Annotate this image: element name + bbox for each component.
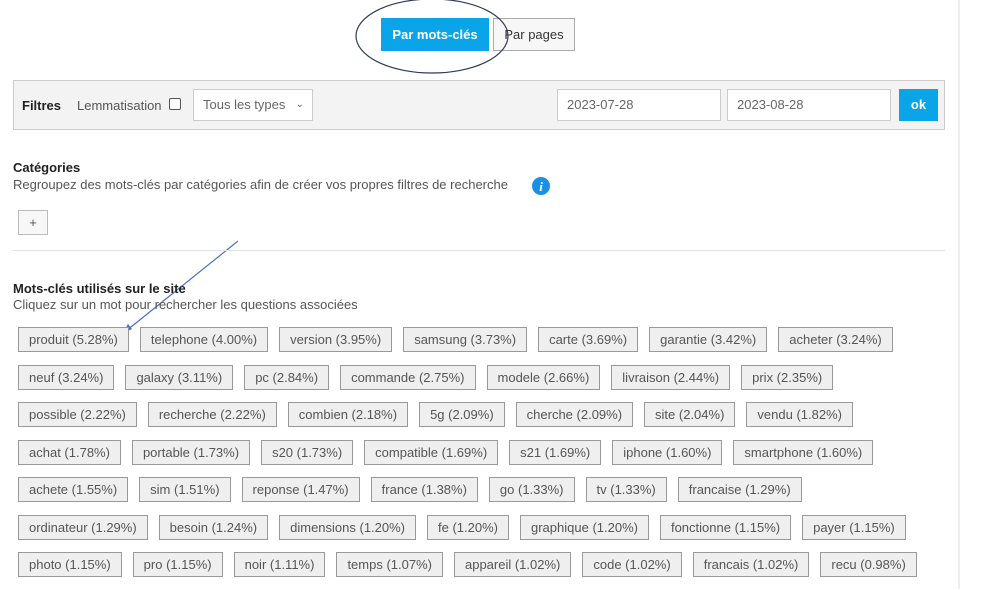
keyword-tag[interactable]: portable (1.73%) [131, 439, 251, 465]
keyword-tag[interactable]: iphone (1.60%) [612, 439, 723, 465]
keyword-row: achete (1.55%) sim (1.51%) reponse (1.47%)… [18, 477, 917, 502]
keyword-row: possible (2.22%) recherche (2.22%) combien… [18, 402, 917, 427]
keyword-tag[interactable]: compatible (1.69%) [364, 439, 499, 465]
keyword-tag[interactable]: ordinateur (1.29%) [18, 514, 148, 540]
keyword-list: produit (5.28%) telephone (4.00%) version … [18, 327, 917, 590]
keyword-tag[interactable]: achete (1.55%) [18, 477, 129, 502]
keyword-tag[interactable]: smartphone (1.60%) [733, 439, 874, 465]
keyword-tag[interactable]: besoin (1.24%) [158, 514, 269, 540]
type-select[interactable]: Tous les types ⌄ [193, 89, 313, 121]
pages-tab[interactable]: Par pages [493, 18, 575, 51]
keyword-tag[interactable]: fonctionne (1.15%) [659, 514, 792, 540]
keyword-tag[interactable]: go (1.33%) [488, 477, 575, 502]
keyword-tag[interactable]: vendu (1.82%) [746, 402, 853, 427]
keyword-tag[interactable]: s21 (1.69%) [509, 439, 602, 465]
keyword-tag[interactable]: telephone (4.00%) [139, 327, 269, 352]
keyword-row: photo (1.15%) pro (1.15%) noir (1.11%) temp… [18, 552, 917, 577]
highlight-ellipse [355, 0, 509, 74]
filter-title: Filtres [22, 98, 62, 113]
keyword-tag[interactable]: version (3.95%) [279, 327, 393, 352]
scroll-edge [958, 0, 960, 589]
keyword-tag[interactable]: code (1.02%) [582, 552, 682, 577]
keyword-tag[interactable]: 5g (2.09%) [419, 402, 505, 427]
keyword-tag[interactable]: fe (1.20%) [427, 514, 509, 540]
keyword-row: neuf (3.24%) galaxy (3.11%) pc (2.84%) comm… [18, 364, 917, 390]
type-select-text: Tous les types [203, 97, 286, 112]
keyword-tag[interactable]: site (2.04%) [644, 402, 736, 427]
keyword-tag[interactable]: temps (1.07%) [336, 552, 443, 577]
keyword-tag[interactable]: tv (1.33%) [585, 477, 667, 502]
keyword-tag[interactable]: payer (1.15%) [802, 514, 906, 540]
keyword-tag[interactable]: francaise (1.29%) [677, 477, 802, 502]
keyword-tag[interactable]: galaxy (3.11%) [125, 364, 234, 390]
keyword-tag[interactable]: samsung (3.73%) [403, 327, 528, 352]
divider [13, 250, 945, 251]
keyword-row: produit (5.28%) telephone (4.00%) version … [18, 327, 917, 352]
keyword-tag[interactable]: prix (2.35%) [741, 364, 834, 390]
submit-button[interactable]: ok [899, 89, 938, 121]
filter-bar: Filtres Lemmatisation Tous les types ⌄ 20… [13, 80, 945, 130]
keyword-tag[interactable]: noir (1.11%) [233, 552, 326, 577]
keyword-tag[interactable]: pc (2.84%) [244, 364, 330, 390]
keyword-tag[interactable]: livraison (2.44%) [611, 364, 731, 390]
keywords-subtitle: Cliquez sur un mot pour rechercher les q… [13, 297, 358, 312]
arrow [125, 240, 239, 332]
keyword-tag[interactable]: pro (1.15%) [132, 552, 223, 577]
info-glyph: i [539, 179, 543, 194]
keyword-tag[interactable]: dimensions (1.20%) [279, 514, 417, 540]
keyword-tag[interactable]: acheter (3.24%) [778, 327, 893, 352]
keyword-tag[interactable]: cherche (2.09%) [515, 402, 634, 427]
keyword-tag[interactable]: appareil (1.02%) [453, 552, 572, 577]
keyword-tag[interactable]: photo (1.15%) [18, 552, 122, 577]
keyword-tag[interactable]: modele (2.66%) [486, 364, 601, 390]
keywords-title: Mots-clés utilisés sur le site [13, 281, 186, 296]
date-from[interactable]: 2023-07-28 [557, 89, 721, 121]
keyword-tag[interactable]: carte (3.69%) [538, 327, 639, 352]
lemmatisation-checkbox[interactable] [169, 98, 181, 110]
keyword-tag[interactable]: possible (2.22%) [18, 402, 137, 427]
keyword-tag[interactable]: produit (5.28%) [18, 327, 129, 352]
keyword-tag[interactable]: s20 (1.73%) [261, 439, 354, 465]
keyword-tag[interactable]: francais (1.02%) [692, 552, 810, 577]
keyword-tag[interactable]: achat (1.78%) [18, 439, 121, 465]
keyword-tag[interactable]: garantie (3.42%) [649, 327, 768, 352]
keyword-tag[interactable]: neuf (3.24%) [18, 364, 115, 390]
keyword-tag[interactable]: graphique (1.20%) [520, 514, 649, 540]
keyword-tag[interactable]: commande (2.75%) [340, 364, 476, 390]
keyword-tag[interactable]: recu (0.98%) [820, 552, 917, 577]
date-to[interactable]: 2023-08-28 [727, 89, 891, 121]
info-icon[interactable] [532, 177, 550, 195]
keyword-row: achat (1.78%) portable (1.73%) s20 (1.73%)… [18, 439, 917, 465]
keyword-tag[interactable]: sim (1.51%) [139, 477, 231, 502]
keyword-tag[interactable]: france (1.38%) [370, 477, 478, 502]
keyword-tag[interactable]: recherche (2.22%) [147, 402, 277, 427]
keywords-tab[interactable]: Par mots-clés [381, 18, 489, 51]
add-category[interactable]: + [18, 210, 48, 235]
select-caret: ⌄ [295, 99, 304, 110]
keyword-tag[interactable]: reponse (1.47%) [241, 477, 360, 502]
categories-subtitle: Regroupez des mots-clés par catégories a… [13, 177, 508, 192]
categories-title: Catégories [13, 160, 81, 175]
keyword-tag[interactable]: combien (2.18%) [287, 402, 409, 427]
keyword-row: ordinateur (1.29%) besoin (1.24%) dimensio… [18, 514, 917, 540]
lemmatisation-label: Lemmatisation [77, 98, 162, 113]
